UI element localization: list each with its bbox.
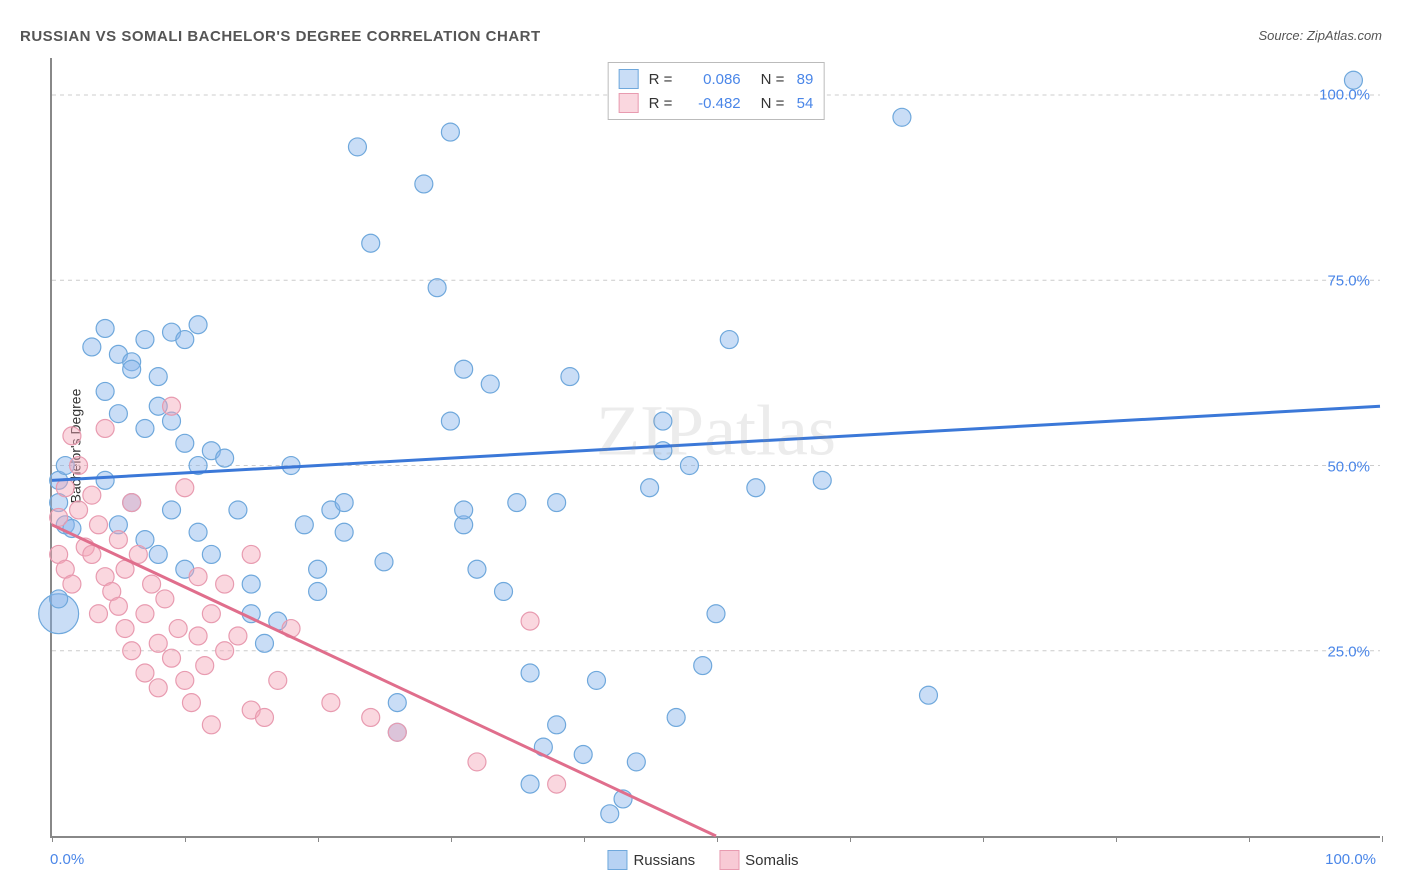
y-tick-label: 50.0% bbox=[1327, 458, 1370, 475]
r-label: R = bbox=[649, 95, 675, 112]
plot-svg bbox=[52, 58, 1380, 836]
x-tick bbox=[850, 836, 851, 842]
x-tick bbox=[983, 836, 984, 842]
x-tick bbox=[451, 836, 452, 842]
x-tick bbox=[717, 836, 718, 842]
series-legend-item: Russians bbox=[607, 850, 695, 870]
series-legend-item: Somalis bbox=[719, 850, 798, 870]
x-tick bbox=[1116, 836, 1117, 842]
x-axis-min-label: 0.0% bbox=[50, 851, 84, 868]
x-tick bbox=[52, 836, 53, 842]
x-tick bbox=[318, 836, 319, 842]
y-tick-label: 75.0% bbox=[1327, 272, 1370, 289]
y-tick-label: 25.0% bbox=[1327, 644, 1370, 661]
series-legend-label: Somalis bbox=[745, 852, 798, 869]
stats-legend-row: R = 0.086 N = 89 bbox=[619, 67, 814, 91]
r-value: 0.086 bbox=[685, 71, 741, 88]
n-value: 54 bbox=[797, 95, 814, 112]
x-tick bbox=[185, 836, 186, 842]
plot-area: ZIPatlas R =0.086N =89R =-0.482N =54 25.… bbox=[50, 58, 1380, 838]
r-label: R = bbox=[649, 71, 675, 88]
chart-title: RUSSIAN VS SOMALI BACHELOR'S DEGREE CORR… bbox=[20, 28, 541, 45]
n-value: 89 bbox=[797, 71, 814, 88]
series-legend: Russians Somalis bbox=[607, 850, 798, 870]
legend-swatch bbox=[619, 69, 639, 89]
legend-swatch bbox=[607, 850, 627, 870]
x-axis-max-label: 100.0% bbox=[1325, 851, 1376, 868]
y-tick-label: 100.0% bbox=[1319, 87, 1370, 104]
n-label: N = bbox=[761, 71, 787, 88]
source-label: Source: ZipAtlas.com bbox=[1258, 28, 1382, 43]
x-tick bbox=[584, 836, 585, 842]
x-tick bbox=[1249, 836, 1250, 842]
stats-legend-row: R = -0.482 N = 54 bbox=[619, 91, 814, 115]
n-label: N = bbox=[761, 95, 787, 112]
series-legend-label: Russians bbox=[633, 852, 695, 869]
x-tick bbox=[1382, 836, 1383, 842]
legend-swatch bbox=[619, 93, 639, 113]
legend-swatch bbox=[719, 850, 739, 870]
r-value: -0.482 bbox=[685, 95, 741, 112]
stats-legend: R = 0.086 N = 89 R = -0.482 N = 54 bbox=[608, 62, 825, 120]
